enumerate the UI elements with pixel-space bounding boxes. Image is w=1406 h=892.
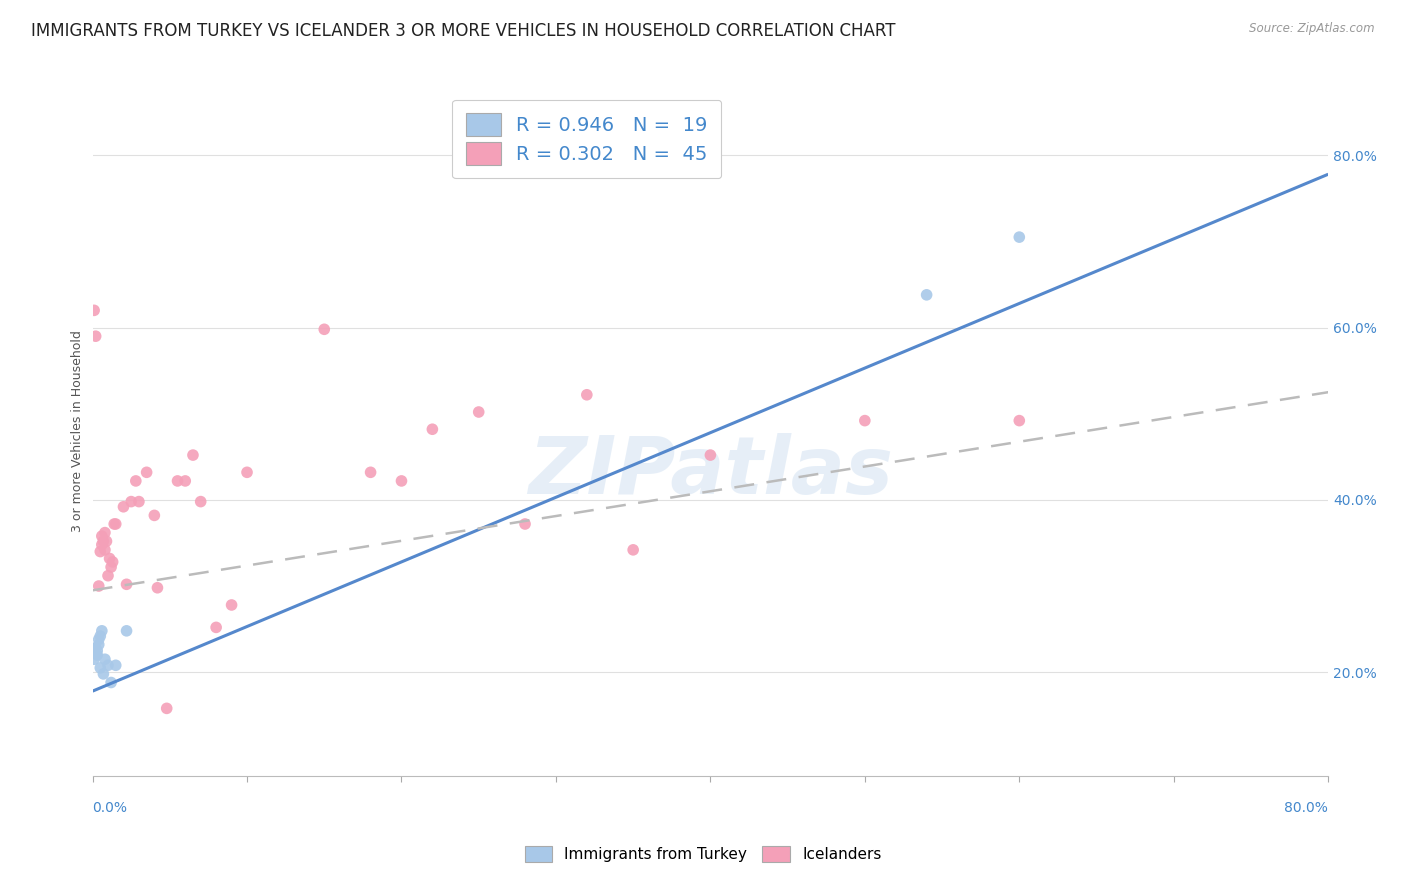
Point	[86, 643, 108, 657]
Point	[87, 579, 110, 593]
Point	[98, 551, 121, 566]
Text: Source: ZipAtlas.com: Source: ZipAtlas.com	[1250, 22, 1375, 36]
Point	[94, 652, 117, 666]
Point	[236, 465, 259, 479]
Point	[166, 474, 188, 488]
Point	[314, 322, 336, 336]
Text: ZIPatlas: ZIPatlas	[527, 434, 893, 511]
Text: 0.0%: 0.0%	[93, 800, 128, 814]
Point	[97, 658, 120, 673]
Legend: Immigrants from Turkey, Icelanders: Immigrants from Turkey, Icelanders	[519, 840, 887, 868]
Point	[853, 414, 876, 428]
Point	[97, 568, 120, 582]
Point	[513, 516, 536, 531]
Point	[100, 675, 122, 690]
Point	[125, 474, 148, 488]
Point	[575, 388, 598, 402]
Point	[96, 534, 118, 549]
Point	[104, 658, 127, 673]
Point	[84, 329, 107, 343]
Point	[101, 555, 124, 569]
Point	[467, 405, 489, 419]
Point	[100, 560, 122, 574]
Point	[221, 598, 243, 612]
Point	[86, 648, 108, 662]
Point	[391, 474, 413, 488]
Point	[87, 632, 110, 647]
Point	[90, 538, 112, 552]
Legend: R = 0.946   N =  19, R = 0.302   N =  45: R = 0.946 N = 19, R = 0.302 N = 45	[453, 100, 721, 178]
Point	[94, 542, 117, 557]
Point	[143, 508, 166, 523]
Point	[89, 544, 111, 558]
Point	[84, 646, 107, 660]
Point	[146, 581, 169, 595]
Point	[156, 701, 179, 715]
Text: 80.0%: 80.0%	[1284, 800, 1329, 814]
Point	[699, 448, 721, 462]
Point	[112, 500, 135, 514]
Point	[422, 422, 444, 436]
Point	[205, 620, 228, 634]
Point	[90, 529, 112, 543]
Point	[93, 666, 115, 681]
Point	[621, 542, 644, 557]
Point	[1008, 230, 1031, 244]
Point	[181, 448, 204, 462]
Y-axis label: 3 or more Vehicles in Household: 3 or more Vehicles in Household	[72, 330, 84, 532]
Point	[128, 494, 150, 508]
Point	[135, 465, 157, 479]
Point	[84, 641, 107, 656]
Point	[93, 534, 115, 549]
Point	[83, 303, 105, 318]
Point	[89, 661, 111, 675]
Text: IMMIGRANTS FROM TURKEY VS ICELANDER 3 OR MORE VEHICLES IN HOUSEHOLD CORRELATION : IMMIGRANTS FROM TURKEY VS ICELANDER 3 OR…	[31, 22, 896, 40]
Point	[87, 638, 110, 652]
Point	[115, 577, 138, 591]
Point	[120, 494, 142, 508]
Point	[115, 624, 138, 638]
Point	[915, 288, 938, 302]
Point	[94, 525, 117, 540]
Point	[89, 629, 111, 643]
Point	[190, 494, 212, 508]
Point	[1008, 414, 1031, 428]
Point	[90, 624, 112, 638]
Point	[360, 465, 382, 479]
Point	[174, 474, 197, 488]
Point	[83, 652, 105, 666]
Point	[104, 516, 127, 531]
Point	[103, 516, 125, 531]
